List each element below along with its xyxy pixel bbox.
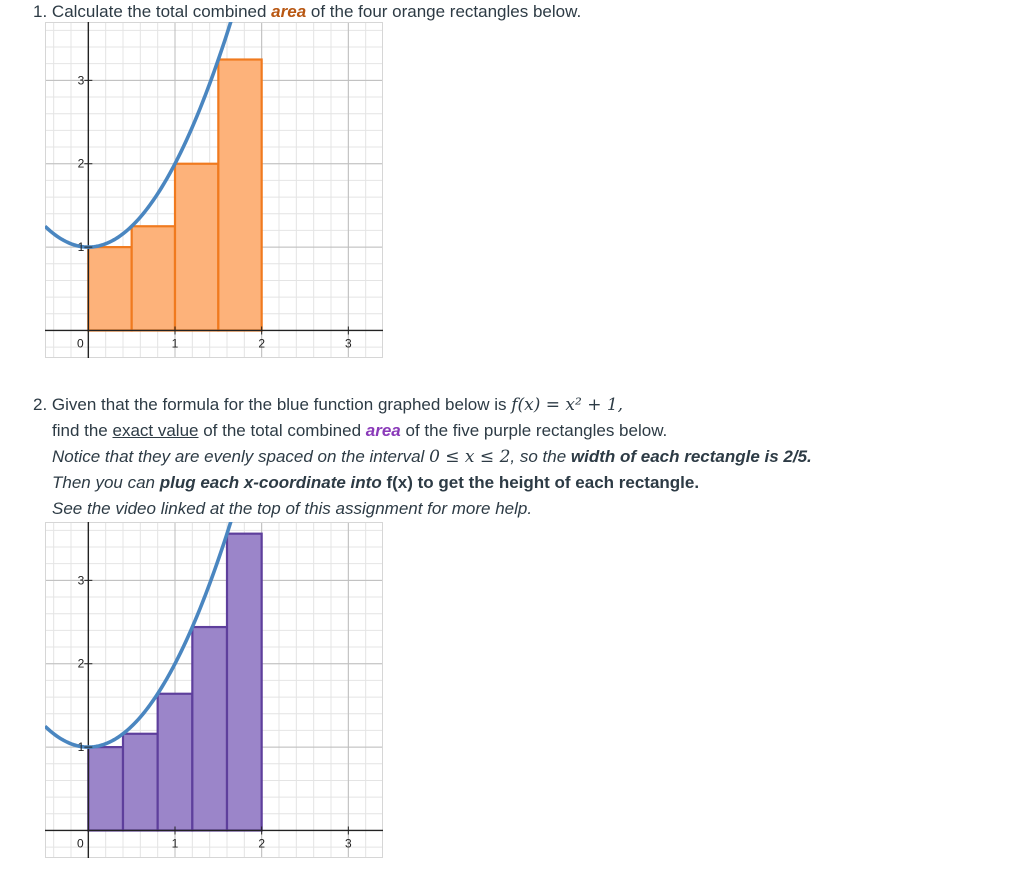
question-2-formula: f(x) = x² + 1, (511, 395, 624, 415)
question-2-line3: Notice that they are evenly spaced on th… (52, 444, 812, 470)
plug-x-coordinate-note: plug each x-coordinate into (159, 473, 382, 492)
g2-x-tick-label: 3 (345, 836, 352, 850)
g2-rectangle-5 (225, 532, 263, 832)
g2-x-tick-label: 2 (258, 836, 265, 850)
g2-rectangle-3 (156, 692, 194, 832)
graph-orange-rectangles: 0 1 2 3 1 2 3 (45, 22, 383, 358)
g2-y-tick-label: 1 (78, 740, 85, 754)
g1-rectangle-2 (130, 225, 177, 332)
question-1-text-before: Calculate the total combined (51, 2, 272, 21)
question-2-line1-text: Given that the formula for the blue func… (51, 395, 512, 414)
question-1-text-after: of the four orange rectangles below. (306, 2, 582, 21)
g1-y-tick-label: 3 (78, 73, 85, 87)
g1-x-tick-label: 1 (172, 336, 179, 350)
question-1-area-emphasis: area (271, 2, 307, 21)
question-1-number: 1. (33, 2, 48, 21)
line2-after: of the five purple rectangles below. (400, 421, 668, 440)
g1-x-tick-label: 0 (77, 336, 84, 350)
g1-frame (45, 22, 383, 358)
g1-x-tick-label: 3 (345, 336, 352, 350)
line2-middle: of the total combined (198, 421, 366, 440)
question-1: 1. Calculate the total combined area of … (33, 0, 581, 25)
g2-rectangle-4 (191, 625, 229, 832)
exact-value-underlined: exact value (112, 421, 199, 440)
question-2-line2: find the exact value of the total combin… (52, 418, 812, 444)
g2-x-tick-label: 1 (172, 836, 179, 850)
g1-y-tick-label: 1 (78, 240, 85, 254)
line3-middle: , so the (510, 447, 571, 466)
g1-curve (45, 22, 233, 249)
question-2-line4: Then you can plug each x-coordinate into… (52, 470, 812, 496)
g1-y-tick-label: 2 (78, 157, 85, 171)
g2-rectangle-1 (87, 746, 125, 832)
rectangle-width-note: width of each rectangle is 2/5. (570, 447, 812, 466)
line2-before: find the (52, 421, 113, 440)
g2-y-tick-label: 3 (78, 573, 85, 587)
line3-before: Notice that they are evenly spaced on th… (52, 447, 430, 466)
g1-x-tick-label: 2 (258, 336, 265, 350)
g2-y-tick-label: 2 (78, 657, 85, 671)
question-2-line5: See the video linked at the top of this … (52, 499, 533, 518)
g2-x-tick-label: 0 (77, 836, 84, 850)
g1-rectangle-4 (217, 58, 263, 332)
line4-before: Then you can (52, 473, 160, 492)
question-2-body: find the exact value of the total combin… (52, 418, 812, 522)
question-2-heading: 2. Given that the formula for the blue f… (33, 392, 623, 418)
interval-expression: 0 ≤ x ≤ 2 (429, 447, 511, 467)
question-2-area-emphasis: area (365, 421, 401, 440)
g2-rectangle-2 (121, 732, 159, 832)
question-2-number: 2. (33, 395, 48, 414)
graph-purple-rectangles: 0 1 2 3 1 2 3 (45, 522, 383, 858)
g1-rectangle-1 (87, 246, 133, 332)
height-note: f(x) to get the height of each rectangle… (381, 473, 700, 492)
g1-rectangle-3 (173, 162, 220, 332)
g2-frame (45, 522, 383, 858)
g2-curve (45, 522, 233, 749)
